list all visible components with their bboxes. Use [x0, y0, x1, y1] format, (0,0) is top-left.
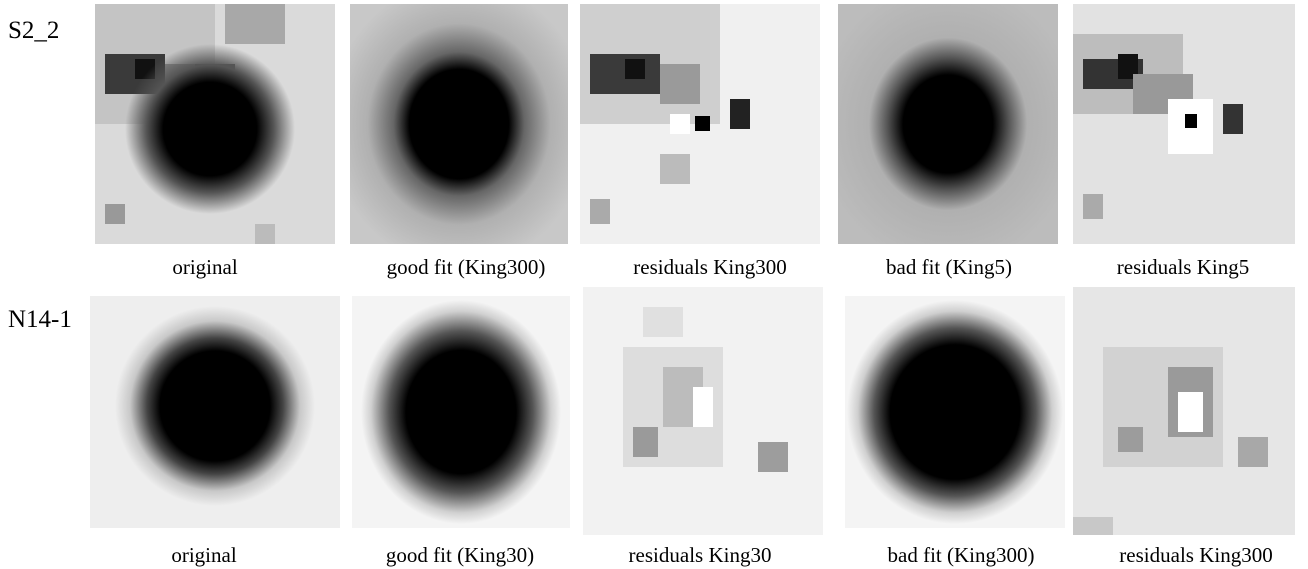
- image-panel-n14-1-residuals-king30: [583, 287, 823, 535]
- row-label-n14-1: N14-1: [8, 306, 72, 333]
- image-panel-n14-1-original: [90, 296, 340, 528]
- s2-2-bad-fit-image: [838, 4, 1058, 244]
- caption-s2-2-original: original: [172, 255, 238, 279]
- caption-n14-1-bad-fit: bad fit (King300): [887, 543, 1035, 567]
- image-panel-s2-2-original: [95, 4, 335, 244]
- n14-1-good-fit-image: [352, 296, 570, 528]
- image-panel-s2-2-residuals-king5: [1073, 4, 1295, 244]
- s2-2-original-image: [95, 4, 335, 244]
- caption-n14-1-good-fit: good fit (King30): [385, 543, 535, 567]
- caption-n14-1-residuals-king300: residuals King300: [1119, 543, 1273, 567]
- caption-s2-2-residuals-king300: residuals King300: [633, 255, 787, 279]
- n14-1-residuals-king30-image: [583, 287, 823, 535]
- row-label-s2-2: S2_2: [8, 17, 60, 44]
- image-panel-s2-2-residuals-king300: [580, 4, 820, 244]
- n14-1-residuals-king300-image: [1073, 287, 1295, 535]
- image-panel-n14-1-residuals-king300: [1073, 287, 1295, 535]
- s2-2-residuals-king5-image: [1073, 4, 1295, 244]
- n14-1-bad-fit-image: [845, 296, 1065, 528]
- image-panel-s2-2-good-fit: [350, 4, 568, 244]
- n14-1-original-image: [90, 296, 340, 528]
- image-panel-s2-2-bad-fit: [838, 4, 1058, 244]
- caption-s2-2-residuals-king5: residuals King5: [1116, 255, 1250, 279]
- image-panel-n14-1-good-fit: [352, 296, 570, 528]
- caption-n14-1-original: original: [171, 543, 237, 567]
- caption-s2-2-good-fit: good fit (King300): [386, 255, 546, 279]
- s2-2-good-fit-image: [350, 4, 568, 244]
- image-panel-n14-1-bad-fit: [845, 296, 1065, 528]
- caption-n14-1-residuals-king30: residuals King30: [628, 543, 772, 567]
- caption-s2-2-bad-fit: bad fit (King5): [886, 255, 1012, 279]
- s2-2-residuals-king300-image: [580, 4, 820, 244]
